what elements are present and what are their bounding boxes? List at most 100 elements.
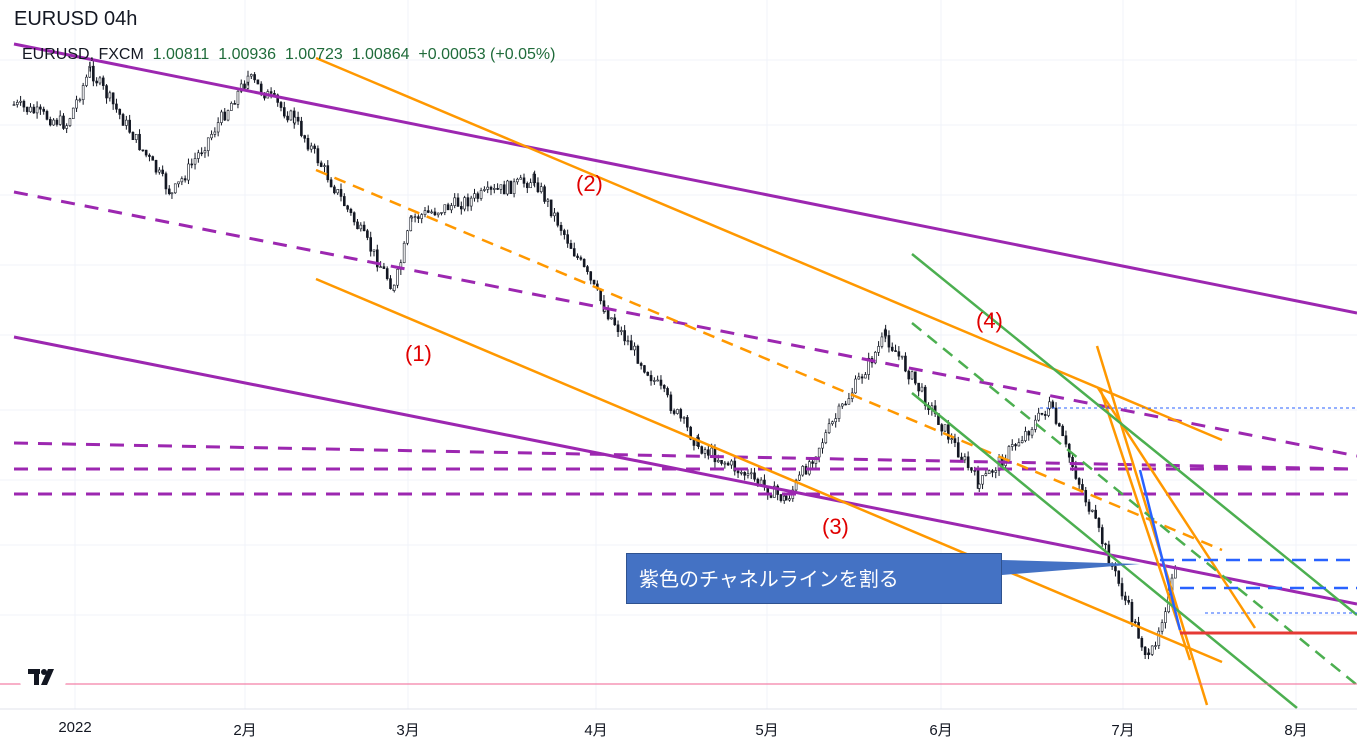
green-channel-bottom	[911, 392, 1298, 709]
candle-body	[430, 211, 433, 214]
candle-body	[65, 125, 68, 129]
candle-body	[496, 188, 499, 190]
candle-body	[293, 116, 297, 124]
legend-change: +0.00053 (+0.05%)	[418, 46, 556, 63]
candle-body	[860, 376, 864, 379]
candle-body	[349, 208, 353, 213]
candle-body	[854, 378, 857, 394]
candle-body	[183, 178, 187, 181]
candle-body	[410, 216, 414, 219]
trend-lines	[0, 42, 1357, 709]
candle-body	[666, 388, 669, 396]
candle-body	[840, 403, 844, 407]
candle-body	[749, 472, 753, 475]
candle-body	[333, 186, 336, 194]
candle-body	[736, 470, 740, 474]
candle-body	[682, 417, 686, 419]
candle-body	[753, 472, 756, 480]
candle-body	[720, 460, 723, 464]
candle-body	[1043, 414, 1047, 416]
candle-body	[423, 210, 427, 215]
candle-body	[101, 77, 105, 86]
candle-body	[446, 204, 450, 211]
candle-body	[539, 186, 543, 193]
candle-body	[910, 371, 914, 380]
candle-body	[62, 115, 65, 129]
candle-body	[366, 230, 369, 238]
candle-body	[138, 133, 141, 151]
candle-body	[566, 234, 569, 244]
candle-body	[440, 212, 443, 214]
candle-body	[956, 442, 960, 458]
candle-body	[246, 75, 250, 83]
candle-body	[144, 149, 148, 156]
candle-body	[1114, 566, 1117, 572]
orange-channel-bottom	[315, 277, 1223, 664]
candle-body	[1020, 440, 1024, 443]
candle-body	[543, 186, 546, 202]
candle-body	[125, 119, 128, 126]
candle-body	[32, 106, 36, 114]
candle-body	[880, 336, 884, 347]
candle-body	[206, 137, 210, 151]
wave-label-2: (2)	[576, 171, 603, 196]
candle-body	[1074, 466, 1078, 479]
candle-body	[884, 329, 887, 336]
candle-body	[773, 485, 776, 498]
candle-body	[700, 446, 704, 454]
candle-body	[346, 205, 349, 210]
candle-body	[837, 405, 841, 419]
candle-body	[375, 249, 379, 268]
candle-body	[342, 196, 346, 207]
candle-body	[788, 498, 791, 501]
green-channel-mid	[911, 322, 1357, 686]
candle-body	[610, 317, 613, 320]
candle-body	[15, 102, 19, 105]
candle-body	[88, 65, 92, 68]
candle-body	[726, 462, 730, 466]
candle-body	[798, 474, 801, 481]
candle-body	[877, 346, 880, 353]
candle-body	[306, 138, 310, 150]
tradingview-logo[interactable]	[19, 657, 67, 697]
candle-body	[703, 449, 707, 454]
candle-body	[1140, 637, 1144, 648]
candle-body	[1157, 630, 1161, 646]
purple-h-dash-1	[13, 441, 1357, 471]
candle-body	[794, 479, 798, 491]
candle-body	[1104, 543, 1107, 546]
candle-body	[121, 114, 125, 126]
candle-body	[943, 424, 947, 432]
candle-body	[723, 462, 727, 465]
candle-body	[904, 355, 907, 372]
candle-body	[1048, 401, 1051, 409]
candle-body	[814, 456, 818, 464]
candle-body	[352, 212, 356, 223]
candle-body	[867, 357, 871, 375]
candle-body	[589, 271, 593, 281]
candle-body	[991, 470, 994, 473]
candle-body	[71, 107, 75, 119]
candle-body	[940, 424, 944, 432]
candle-body	[920, 386, 924, 392]
candle-body	[1071, 456, 1074, 467]
candle-body	[323, 165, 326, 167]
candle-body	[197, 152, 200, 159]
candle-body	[1077, 478, 1081, 485]
candle-body	[193, 158, 197, 165]
x-tick-2022: 2022	[58, 719, 92, 736]
candle-body	[1087, 501, 1091, 512]
candle-body	[522, 177, 526, 184]
x-tick-may: 5月	[755, 722, 779, 739]
candle-body	[95, 80, 98, 84]
candle-body	[953, 438, 957, 443]
candle-body	[713, 447, 717, 463]
candle-body	[897, 351, 901, 357]
candle-body	[250, 74, 253, 77]
candle-body	[499, 184, 503, 190]
candle-body	[52, 119, 55, 126]
candle-body	[105, 85, 108, 99]
candle-body	[161, 169, 164, 174]
candle-body	[436, 212, 440, 216]
